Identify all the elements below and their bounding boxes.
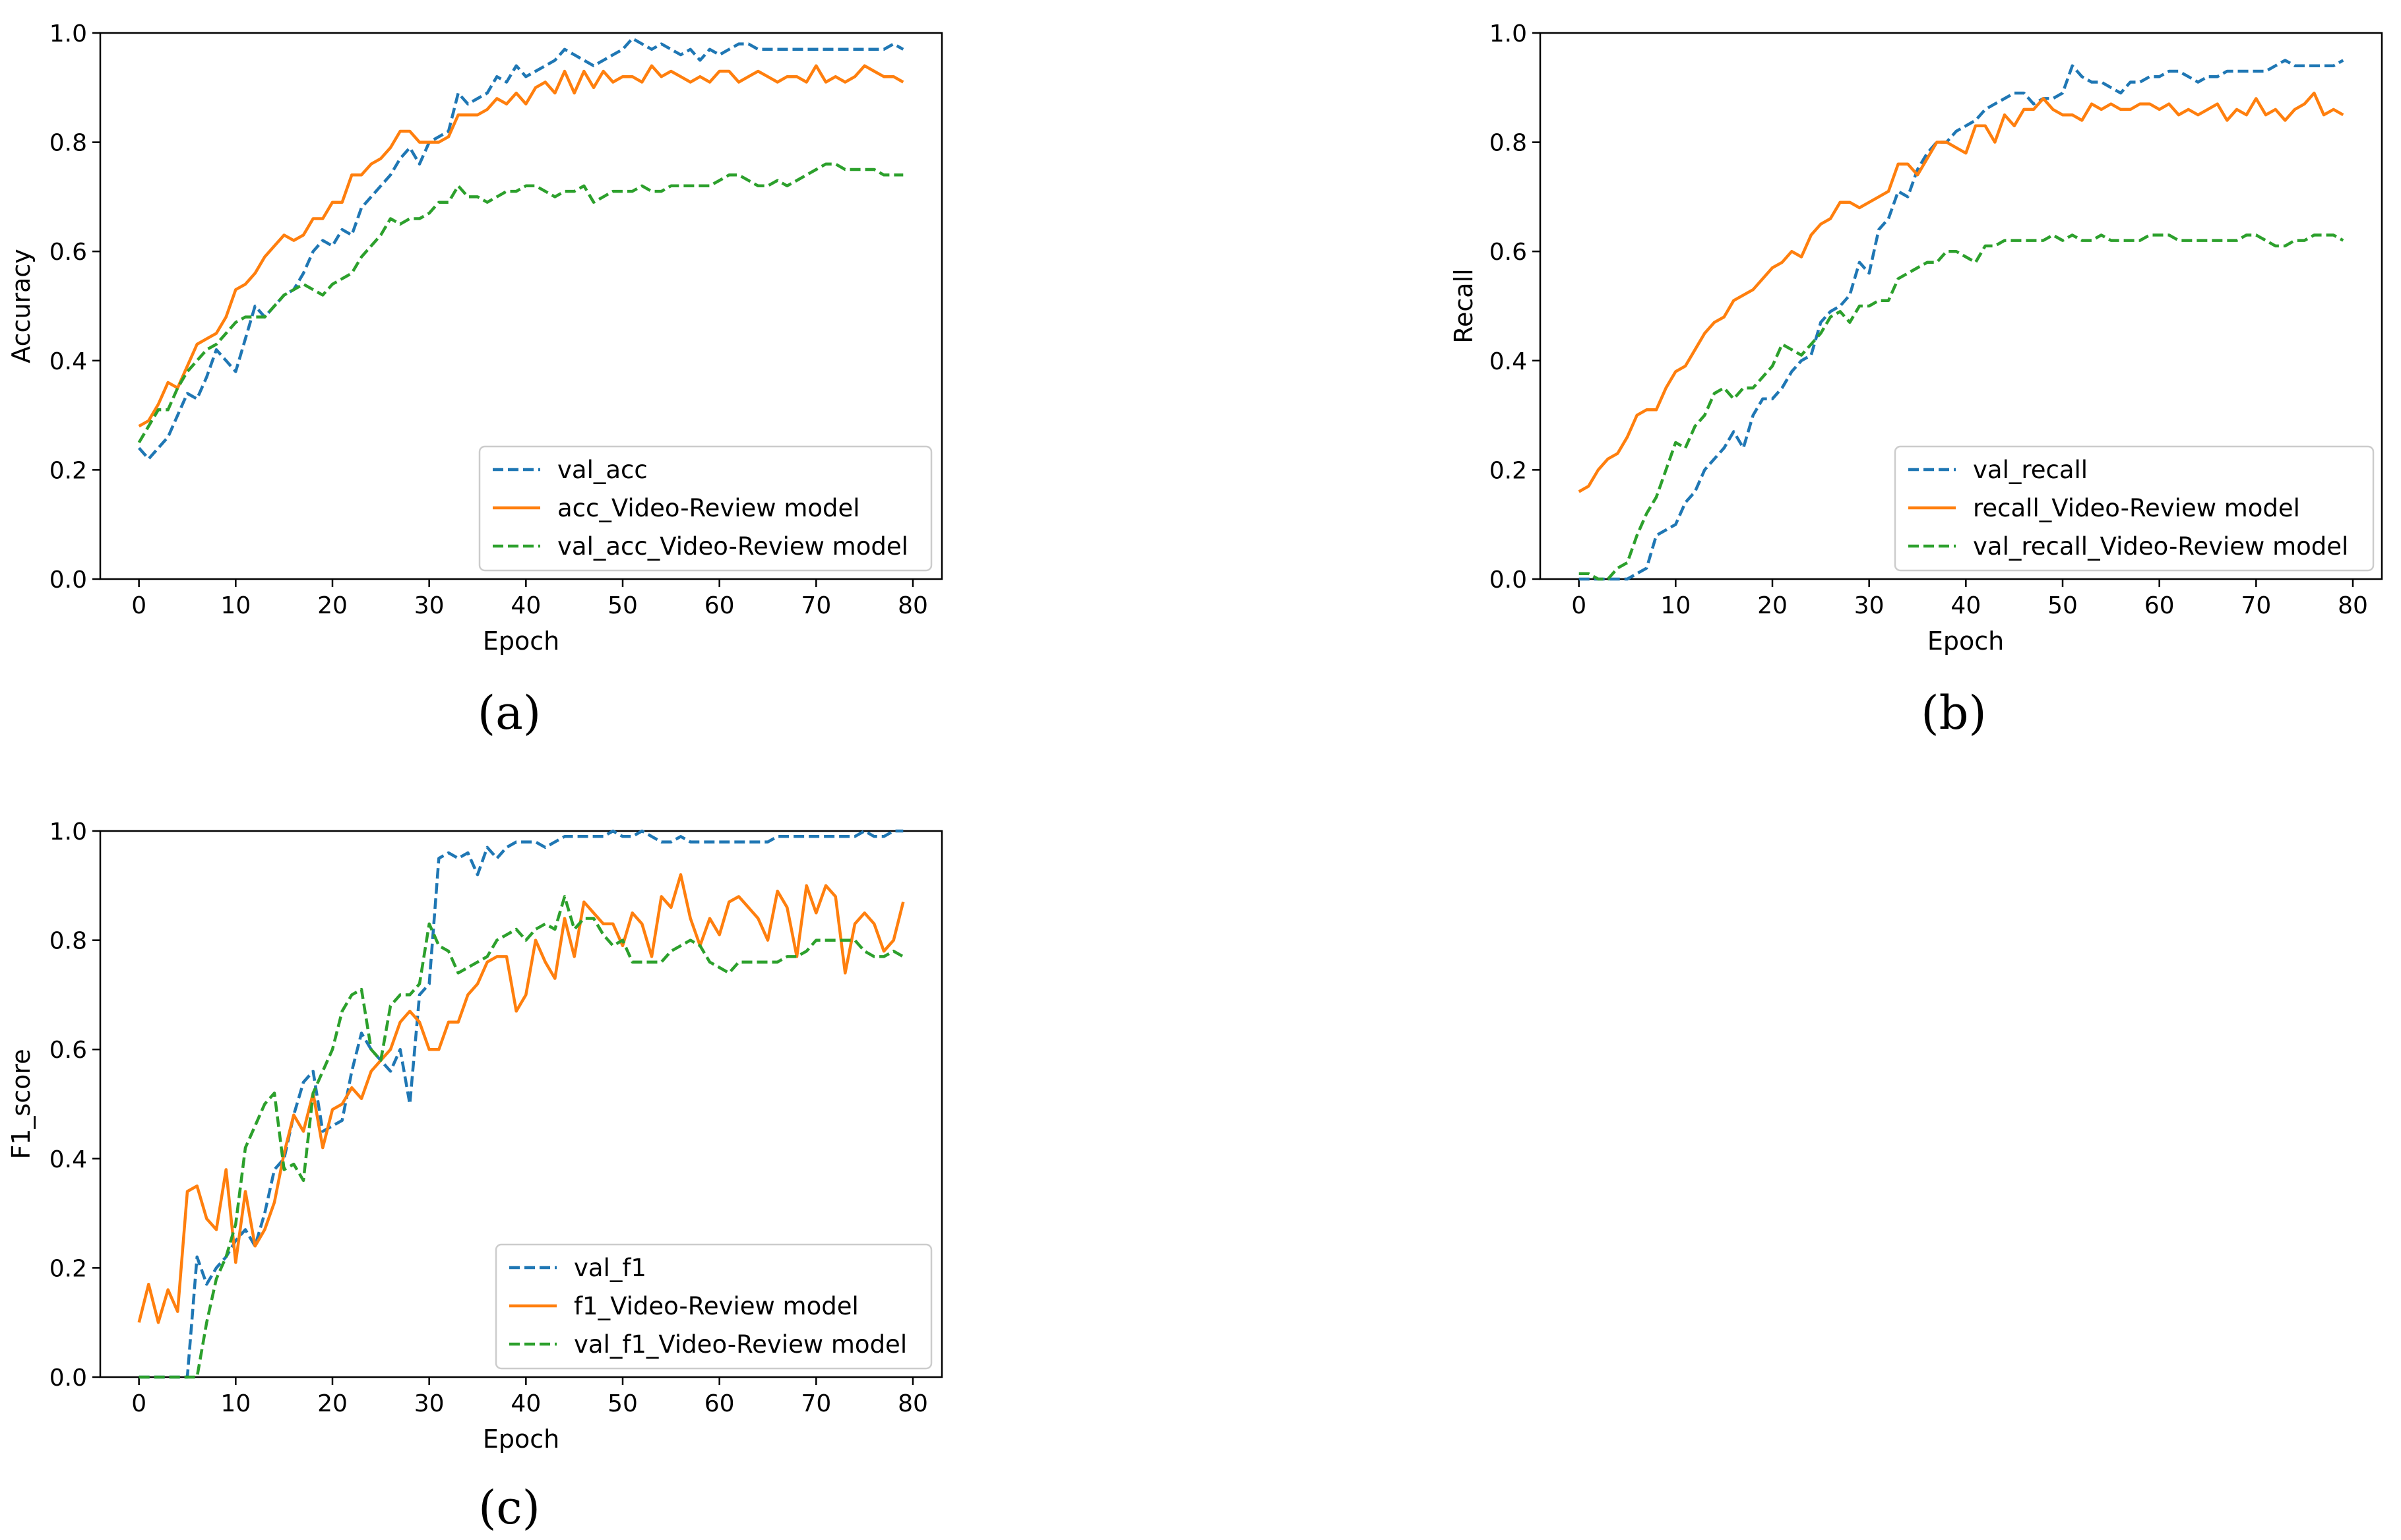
series-line-acc-video-review-model <box>138 64 904 428</box>
y-tick-group: 0.0 0.2 0.4 0.6 0.8 1.0 <box>49 818 100 1392</box>
series-group <box>137 829 905 1379</box>
x-tick-label: 70 <box>801 592 831 619</box>
plot-frame <box>99 830 943 1378</box>
series-line-f1-video-review-model <box>137 873 905 1324</box>
x-tick-label: 50 <box>608 592 638 619</box>
y-tick-label: 0.6 <box>49 1037 87 1064</box>
legend: val_f1 f1_Video-Review model val_f1_Video-… <box>495 1243 933 1370</box>
y-axis-label: Recall <box>1449 268 1478 343</box>
panel-caption: (a) <box>478 686 541 740</box>
x-tick-label: 0 <box>131 592 146 619</box>
y-tick-label: 0.8 <box>49 130 87 157</box>
y-tick-label: 0.4 <box>1489 348 1527 375</box>
y-tick-label: 0.0 <box>49 567 87 594</box>
y-tick-group: 0.0 0.2 0.4 0.6 0.8 1.0 <box>1489 20 1540 594</box>
x-tick-label: 20 <box>1757 592 1788 619</box>
x-axis-label: Epoch <box>483 627 559 656</box>
panel-caption: (c) <box>478 1481 540 1535</box>
y-tick-label: 1.0 <box>1489 20 1527 47</box>
x-tick-label: 30 <box>414 1390 445 1417</box>
legend-box <box>478 445 933 572</box>
legend-label: acc_Video-Review model <box>557 494 860 522</box>
y-axis-label: F1_score <box>7 1049 36 1159</box>
legend-label: val_f1 <box>574 1254 646 1282</box>
x-tick-label: 50 <box>2047 592 2078 619</box>
series-group <box>1578 59 2344 581</box>
series-group <box>137 37 904 461</box>
y-tick-label: 1.0 <box>49 20 87 47</box>
legend-box <box>1894 445 2375 572</box>
x-tick-label: 20 <box>317 592 348 619</box>
y-tick-label: 0.4 <box>49 348 87 375</box>
x-tick-label: 70 <box>2241 592 2271 619</box>
x-tick-label: 40 <box>511 592 541 619</box>
x-tick-label: 80 <box>898 592 928 619</box>
x-tick-label: 10 <box>220 592 251 619</box>
y-tick-label: 0.2 <box>49 1255 87 1282</box>
legend-label: val_acc_Video-Review model <box>557 532 908 561</box>
y-tick-label: 0.0 <box>1489 567 1527 594</box>
legend-box <box>495 1243 933 1370</box>
series-line-val-recall-video-review-model <box>1578 233 2344 581</box>
panel-b: 0.0 0.2 0.4 0.6 0.8 1.0 0 10 20 30 40 50 60 70 80 Rec… <box>1449 20 2383 740</box>
x-tick-label: 20 <box>317 1390 348 1417</box>
series-line-val-f1 <box>139 829 904 1379</box>
panel-a: 0.0 0.2 0.4 0.6 0.8 1.0 0 10 20 30 40 50 60 70 80 Acc… <box>7 20 943 740</box>
legend: val_recall recall_Video-Review model val_r… <box>1894 445 2375 572</box>
y-tick-label: 0.2 <box>1489 457 1527 484</box>
x-tick-group: 0 10 20 30 40 50 60 70 80 <box>131 579 928 619</box>
y-tick-label: 1.0 <box>49 818 87 846</box>
x-axis-label: Epoch <box>483 1425 559 1454</box>
series-line-val-acc <box>138 37 904 461</box>
x-tick-label: 70 <box>801 1390 831 1417</box>
y-tick-group: 0.0 0.2 0.4 0.6 0.8 1.0 <box>49 20 100 594</box>
y-axis-label: Accuracy <box>7 249 36 363</box>
x-tick-label: 10 <box>220 1390 251 1417</box>
y-tick-label: 0.6 <box>1489 239 1527 266</box>
y-tick-label: 0.8 <box>49 928 87 955</box>
series-line-val-acc-video-review-model <box>137 162 904 444</box>
series-line-val-f1-video-review-model <box>139 895 904 1379</box>
legend-label: recall_Video-Review model <box>1973 494 2300 522</box>
y-tick-label: 0.6 <box>49 239 87 266</box>
x-tick-label: 40 <box>1950 592 1981 619</box>
x-axis-label: Epoch <box>1927 627 2004 656</box>
series-line-recall-video-review-model <box>1578 91 2344 493</box>
x-tick-label: 30 <box>414 592 445 619</box>
x-tick-label: 60 <box>704 592 735 619</box>
x-tick-label: 30 <box>1854 592 1885 619</box>
panel-caption: (b) <box>1921 686 1986 740</box>
x-tick-label: 80 <box>2338 592 2368 619</box>
legend-label: val_recall_Video-Review model <box>1973 532 2348 561</box>
x-tick-label: 60 <box>2144 592 2175 619</box>
y-tick-label: 0.4 <box>49 1146 87 1173</box>
x-tick-label: 80 <box>898 1390 928 1417</box>
x-tick-label: 0 <box>131 1390 146 1417</box>
y-tick-label: 0.2 <box>49 457 87 484</box>
plot-frame <box>99 32 943 580</box>
x-tick-label: 10 <box>1660 592 1691 619</box>
plot-frame <box>1539 32 2383 580</box>
series-line-val-recall <box>1578 59 2344 581</box>
legend-label: val_acc <box>557 456 648 484</box>
x-tick-label: 40 <box>511 1390 541 1417</box>
legend-label: f1_Video-Review model <box>574 1292 859 1320</box>
x-tick-label: 60 <box>704 1390 735 1417</box>
x-tick-group: 0 10 20 30 40 50 60 70 80 <box>1571 579 2368 619</box>
x-tick-group: 0 10 20 30 40 50 60 70 80 <box>131 1377 928 1417</box>
panel-c: 0.0 0.2 0.4 0.6 0.8 1.0 0 10 20 30 40 50 60 70 80 F1_… <box>7 818 943 1535</box>
x-tick-label: 50 <box>608 1390 638 1417</box>
legend: val_acc acc_Video-Review model val_acc_Vid… <box>478 445 933 572</box>
legend-label: val_recall <box>1973 456 2088 484</box>
x-tick-label: 0 <box>1571 592 1586 619</box>
y-tick-label: 0.0 <box>49 1365 87 1392</box>
legend-label: val_f1_Video-Review model <box>574 1330 907 1359</box>
y-tick-label: 0.8 <box>1489 130 1527 157</box>
